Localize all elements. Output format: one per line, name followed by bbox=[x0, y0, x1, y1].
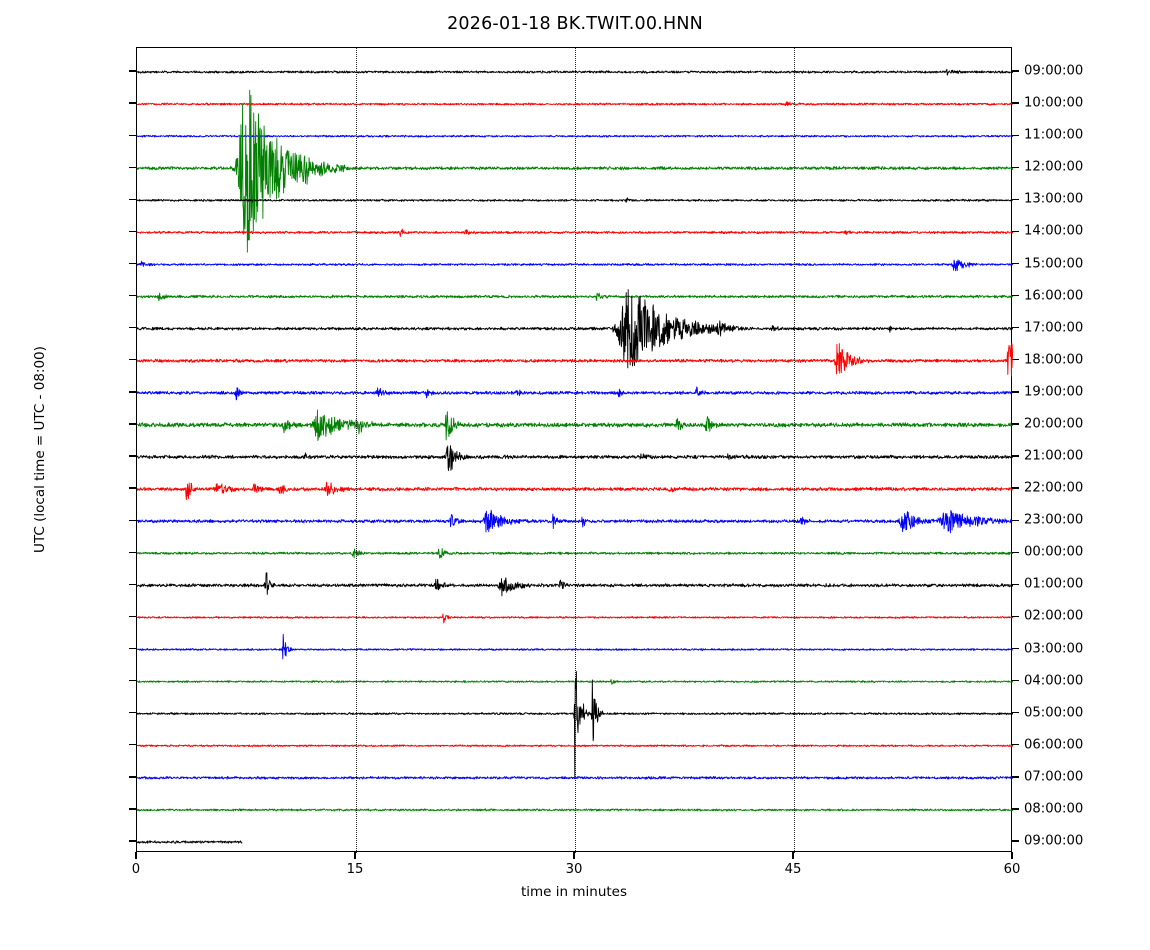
y-tick-left-17 bbox=[129, 615, 136, 618]
x-tick-label-2: 30 bbox=[565, 862, 583, 877]
gridline-x-45 bbox=[794, 48, 795, 853]
y-tick-right-23 bbox=[1012, 808, 1019, 810]
y-tick-right-5 bbox=[1012, 230, 1019, 233]
plot-area bbox=[136, 47, 1013, 853]
y-tick-label-right-5: 14:00:00 bbox=[1024, 223, 1084, 239]
x-tick-label-3: 45 bbox=[784, 862, 802, 877]
y-tick-right-24 bbox=[1012, 840, 1019, 842]
y-tick-right-15 bbox=[1012, 551, 1019, 553]
y-tick-right-22 bbox=[1012, 776, 1019, 778]
y-tick-label-right-17: 02:00:00 bbox=[1024, 608, 1084, 624]
y-tick-left-8 bbox=[129, 327, 136, 329]
y-tick-label-right-6: 15:00:00 bbox=[1024, 256, 1084, 271]
y-tick-left-4 bbox=[129, 198, 136, 201]
x-axis-title: time in minutes bbox=[520, 884, 628, 900]
y-tick-label-right-9: 18:00:00 bbox=[1024, 352, 1084, 368]
y-tick-label-right-12: 21:00:00 bbox=[1024, 448, 1084, 464]
y-tick-label-right-11: 20:00:00 bbox=[1024, 416, 1084, 432]
y-axis-title: UTC (local time = UTC - 08:00) bbox=[32, 346, 48, 553]
y-tick-right-8 bbox=[1012, 327, 1019, 329]
y-tick-left-3 bbox=[129, 166, 136, 168]
y-tick-right-10 bbox=[1012, 391, 1019, 393]
y-tick-right-13 bbox=[1012, 487, 1019, 489]
y-tick-right-3 bbox=[1012, 166, 1019, 168]
y-tick-left-16 bbox=[129, 583, 136, 586]
y-tick-label-right-16: 01:00:00 bbox=[1024, 576, 1084, 592]
y-tick-label-right-13: 22:00:00 bbox=[1024, 480, 1084, 496]
y-tick-label-right-20: 05:00:00 bbox=[1024, 705, 1084, 721]
y-tick-left-24 bbox=[129, 840, 136, 842]
y-tick-label-right-14: 23:00:00 bbox=[1024, 512, 1084, 528]
y-tick-right-18 bbox=[1012, 647, 1019, 650]
y-tick-label-right-4: 13:00:00 bbox=[1024, 191, 1084, 207]
y-tick-left-9 bbox=[129, 359, 136, 361]
y-tick-left-7 bbox=[129, 294, 136, 297]
trace-row-24 bbox=[137, 840, 243, 844]
y-tick-right-6 bbox=[1012, 262, 1019, 265]
y-tick-left-18 bbox=[129, 647, 136, 650]
x-tick-4 bbox=[1011, 852, 1013, 859]
y-tick-right-0 bbox=[1012, 70, 1019, 72]
y-tick-left-2 bbox=[129, 134, 136, 136]
x-tick-label-0: 0 bbox=[131, 862, 141, 877]
y-tick-right-7 bbox=[1012, 294, 1019, 297]
page-title: 2026-01-18 BK.TWIT.00.HNN bbox=[447, 14, 703, 34]
y-tick-label-right-3: 12:00:00 bbox=[1024, 159, 1084, 175]
y-tick-label-right-2: 11:00:00 bbox=[1024, 127, 1084, 143]
y-tick-left-10 bbox=[129, 391, 136, 393]
y-tick-label-right-8: 17:00:00 bbox=[1024, 320, 1084, 336]
y-tick-right-11 bbox=[1012, 423, 1019, 425]
x-tick-2 bbox=[573, 852, 575, 859]
y-tick-label-right-18: 03:00:00 bbox=[1024, 641, 1084, 656]
y-tick-right-21 bbox=[1012, 744, 1019, 746]
y-tick-right-20 bbox=[1012, 712, 1019, 714]
y-tick-left-0 bbox=[129, 70, 136, 72]
y-tick-left-20 bbox=[129, 712, 136, 714]
y-tick-label-right-24: 09:00:00 bbox=[1024, 833, 1084, 849]
x-tick-label-1: 15 bbox=[346, 862, 364, 877]
y-tick-right-17 bbox=[1012, 615, 1019, 618]
y-tick-left-21 bbox=[129, 744, 136, 746]
y-tick-right-9 bbox=[1012, 359, 1019, 361]
y-tick-label-right-19: 04:00:00 bbox=[1024, 673, 1084, 689]
y-tick-right-16 bbox=[1012, 583, 1019, 586]
y-tick-left-6 bbox=[129, 262, 136, 265]
y-tick-right-14 bbox=[1012, 519, 1019, 521]
y-tick-label-right-1: 10:00:00 bbox=[1024, 95, 1084, 111]
y-tick-label-right-15: 00:00:00 bbox=[1024, 544, 1084, 560]
y-tick-right-1 bbox=[1012, 102, 1019, 104]
y-tick-left-19 bbox=[129, 679, 136, 682]
y-tick-left-13 bbox=[129, 487, 136, 489]
y-tick-right-4 bbox=[1012, 198, 1019, 201]
x-tick-1 bbox=[354, 852, 356, 859]
y-tick-label-right-22: 07:00:00 bbox=[1024, 769, 1084, 785]
y-tick-left-1 bbox=[129, 102, 136, 104]
y-tick-right-12 bbox=[1012, 455, 1019, 457]
y-tick-label-right-21: 06:00:00 bbox=[1024, 737, 1084, 753]
x-tick-label-4: 60 bbox=[1003, 862, 1021, 877]
y-tick-label-right-0: 09:00:00 bbox=[1024, 63, 1084, 79]
y-tick-label-right-23: 08:00:00 bbox=[1024, 801, 1084, 817]
x-tick-3 bbox=[792, 852, 794, 859]
y-tick-left-23 bbox=[129, 808, 136, 810]
gridline-x-15 bbox=[356, 48, 357, 853]
y-tick-right-19 bbox=[1012, 679, 1019, 682]
y-tick-left-11 bbox=[129, 423, 136, 425]
y-tick-label-right-7: 16:00:00 bbox=[1024, 288, 1084, 304]
x-tick-0 bbox=[135, 852, 137, 859]
y-tick-right-2 bbox=[1012, 134, 1019, 136]
y-tick-left-14 bbox=[129, 519, 136, 521]
y-tick-left-22 bbox=[129, 776, 136, 778]
y-tick-left-5 bbox=[129, 230, 136, 233]
y-tick-label-right-10: 19:00:00 bbox=[1024, 384, 1084, 400]
y-tick-left-15 bbox=[129, 551, 136, 553]
gridline-x-30 bbox=[575, 48, 576, 853]
y-tick-left-12 bbox=[129, 455, 136, 457]
